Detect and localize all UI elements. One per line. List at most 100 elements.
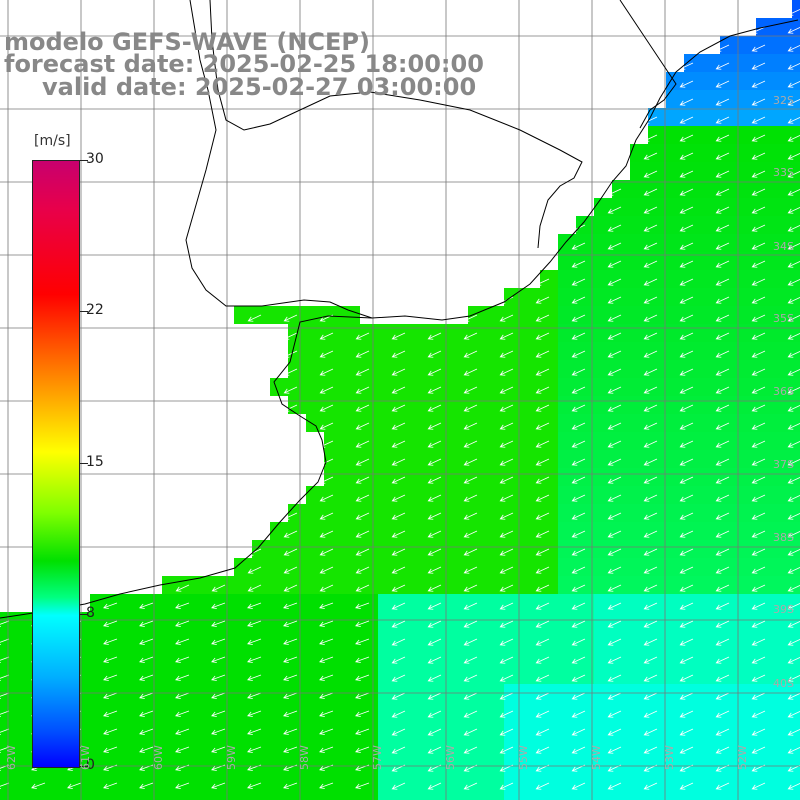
wind-cell [234, 720, 252, 738]
wind-cell [666, 612, 684, 630]
wind-cell [486, 630, 504, 648]
wind-arrow [211, 656, 226, 663]
wind-cell [486, 702, 504, 720]
wind-cell [774, 648, 792, 666]
colorbar-tickmark [80, 614, 88, 615]
wind-arrow [715, 512, 730, 520]
wind-arrow [607, 224, 622, 232]
wind-cell [486, 738, 504, 756]
wind-cell [270, 738, 288, 756]
wind-cell [414, 612, 432, 630]
wind-cell [774, 270, 792, 288]
wind-arrow [355, 584, 370, 592]
wind-cell [486, 504, 504, 522]
wind-cell [414, 396, 432, 414]
wind-arrow [679, 530, 694, 538]
wind-arrow [607, 602, 622, 610]
colorbar-tick: 15 [86, 454, 104, 470]
wind-cell [252, 792, 270, 800]
wind-cell [774, 558, 792, 576]
wind-cell [792, 324, 800, 342]
wind-cell [414, 378, 432, 396]
wind-arrow [715, 386, 730, 394]
wind-cell [702, 792, 720, 800]
wind-cell [630, 738, 648, 756]
wind-arrow [679, 134, 694, 142]
wind-cell [594, 432, 612, 450]
wind-cell [666, 720, 684, 738]
wind-arrow [427, 710, 442, 718]
wind-cell [594, 342, 612, 360]
wind-arrow [643, 152, 658, 160]
wind-cell [450, 630, 468, 648]
wind-arrow [139, 728, 154, 735]
wind-arrow [715, 530, 730, 538]
wind-cell [486, 486, 504, 504]
wind-arrow [391, 476, 406, 484]
wind-cell [342, 504, 360, 522]
wind-arrow [103, 602, 118, 609]
wind-arrow [643, 548, 658, 556]
wind-arrow [715, 80, 730, 88]
wind-cell [432, 792, 450, 800]
wind-cell [774, 720, 792, 738]
wind-cell [522, 396, 540, 414]
wind-cell [558, 630, 576, 648]
wind-cell [702, 396, 720, 414]
wind-arrow [535, 368, 550, 376]
wind-cell [486, 396, 504, 414]
wind-arrow [751, 620, 766, 628]
wind-cell [18, 666, 36, 684]
wind-arrow [355, 566, 370, 574]
wind-cell [378, 504, 396, 522]
wind-arrow [715, 656, 730, 664]
wind-cell [342, 738, 360, 756]
wind-arrow [607, 674, 622, 682]
wind-cell [378, 360, 396, 378]
wind-cell [702, 270, 720, 288]
wind-cell [702, 360, 720, 378]
wind-arrow [679, 152, 694, 160]
wind-arrow [355, 440, 370, 448]
wind-cell [666, 342, 684, 360]
wind-arrow [607, 440, 622, 448]
wind-arrow [643, 746, 658, 754]
wind-arrow [499, 440, 514, 448]
lon-label: 61W [79, 745, 92, 770]
wind-arrow [319, 512, 334, 520]
wind-cell [522, 360, 540, 378]
wind-arrow [391, 494, 406, 502]
wind-arrow [103, 638, 118, 645]
wind-cell [738, 342, 756, 360]
wind-arrow [391, 710, 406, 718]
wind-cell [774, 324, 792, 342]
wind-arrow [499, 584, 514, 592]
wind-arrow [679, 782, 694, 790]
wind-arrow [175, 584, 190, 592]
wind-arrow [247, 584, 262, 592]
wind-arrow [463, 782, 478, 790]
wind-arrow [751, 170, 766, 178]
wind-cell [18, 648, 36, 666]
wind-arrow [787, 261, 800, 268]
wind-cell [450, 558, 468, 576]
wind-cell [594, 594, 612, 612]
wind-cell [342, 522, 360, 540]
wind-cell [162, 756, 180, 774]
wind-arrow [355, 674, 370, 681]
wind-cell [342, 558, 360, 576]
wind-arrow [751, 440, 766, 448]
wind-cell [630, 306, 648, 324]
wind-cell [342, 774, 360, 792]
wind-arrow [355, 512, 370, 520]
wind-arrow [571, 296, 586, 304]
wind-arrow [535, 332, 550, 340]
wind-cell [504, 792, 522, 800]
wind-cell [414, 594, 432, 612]
wind-arrow [787, 279, 800, 286]
wind-cell [450, 540, 468, 558]
wind-cell [414, 360, 432, 378]
wind-cell [702, 504, 720, 522]
wind-cell [234, 630, 252, 648]
